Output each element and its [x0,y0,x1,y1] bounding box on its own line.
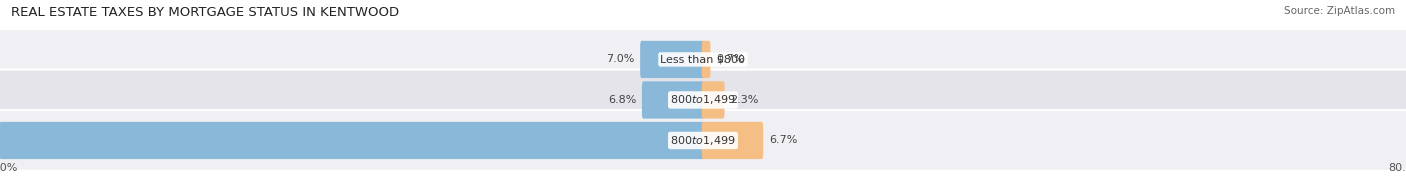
Text: 7.0%: 7.0% [606,54,634,64]
FancyBboxPatch shape [643,81,704,119]
Text: 6.7%: 6.7% [769,135,797,145]
Text: Source: ZipAtlas.com: Source: ZipAtlas.com [1284,6,1395,16]
Text: 6.8%: 6.8% [607,95,637,105]
Text: Less than $800: Less than $800 [661,54,745,64]
Text: $800 to $1,499: $800 to $1,499 [671,93,735,106]
FancyBboxPatch shape [702,81,724,119]
FancyBboxPatch shape [702,122,763,159]
FancyBboxPatch shape [640,41,704,78]
FancyBboxPatch shape [0,122,704,159]
Text: REAL ESTATE TAXES BY MORTGAGE STATUS IN KENTWOOD: REAL ESTATE TAXES BY MORTGAGE STATUS IN … [11,6,399,19]
Text: 0.7%: 0.7% [716,54,745,64]
FancyBboxPatch shape [702,41,710,78]
FancyBboxPatch shape [0,110,1406,171]
Text: $800 to $1,499: $800 to $1,499 [671,134,735,147]
Text: 2.3%: 2.3% [730,95,759,105]
FancyBboxPatch shape [0,29,1406,90]
FancyBboxPatch shape [0,70,1406,130]
